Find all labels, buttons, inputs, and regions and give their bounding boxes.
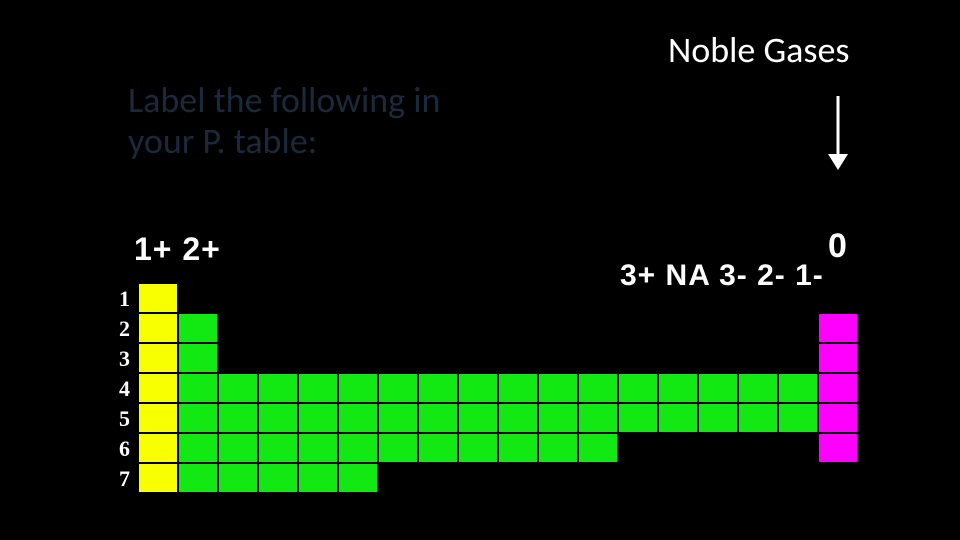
ptable-cell xyxy=(138,373,178,403)
ptable-cell xyxy=(538,373,578,403)
ptable-cell xyxy=(818,403,858,433)
ptable-cell xyxy=(458,433,498,463)
row-number: 2 xyxy=(106,316,130,342)
ptable-cell xyxy=(618,403,658,433)
ptable-cell xyxy=(298,433,338,463)
ptable-cell xyxy=(578,403,618,433)
ptable-cell xyxy=(418,373,458,403)
arrow-head xyxy=(828,154,848,170)
ptable-cell xyxy=(698,373,738,403)
ptable-cell xyxy=(218,433,258,463)
right-charge-labels: 3+ NA 3- 2- 1- xyxy=(620,259,824,293)
ptable-cell xyxy=(818,373,858,403)
ptable-cell xyxy=(578,433,618,463)
ptable-cell xyxy=(138,283,178,313)
ptable-cell xyxy=(378,373,418,403)
ptable-cell xyxy=(458,373,498,403)
ptable-cell xyxy=(378,403,418,433)
ptable-cell xyxy=(458,403,498,433)
ptable-cell xyxy=(818,313,858,343)
ptable-cell xyxy=(178,343,218,373)
ptable-cell xyxy=(258,373,298,403)
ptable-cell xyxy=(498,373,538,403)
ptable-cell xyxy=(498,403,538,433)
left-charge-labels: 1+ 2+ xyxy=(134,231,221,268)
ptable-cell xyxy=(138,313,178,343)
ptable-cell xyxy=(338,373,378,403)
zero-charge-label: 0 xyxy=(828,227,847,266)
row-number: 7 xyxy=(106,466,130,492)
ptable-cell xyxy=(498,433,538,463)
ptable-cell xyxy=(138,403,178,433)
ptable-cell xyxy=(298,373,338,403)
noble-gases-label: Noble Gases xyxy=(668,28,849,72)
row-number: 4 xyxy=(106,376,130,402)
row-number: 6 xyxy=(106,436,130,462)
ptable-cell xyxy=(178,403,218,433)
row-number: 5 xyxy=(106,406,130,432)
ptable-cell xyxy=(338,433,378,463)
ptable-cell xyxy=(258,403,298,433)
ptable-cell xyxy=(618,373,658,403)
ptable-cell xyxy=(658,373,698,403)
ptable-cell xyxy=(818,343,858,373)
ptable-cell xyxy=(378,433,418,463)
stage: { "title_text": "Label the following in … xyxy=(0,0,960,540)
ptable-cell xyxy=(218,403,258,433)
row-number: 1 xyxy=(106,286,130,312)
ptable-cell xyxy=(298,463,338,493)
ptable-cell xyxy=(218,463,258,493)
ptable-cell xyxy=(338,403,378,433)
ptable-cell xyxy=(418,433,458,463)
ptable-cell xyxy=(178,373,218,403)
ptable-cell xyxy=(138,433,178,463)
ptable-cell xyxy=(698,403,738,433)
ptable-cell xyxy=(538,433,578,463)
ptable-cell xyxy=(178,313,218,343)
ptable-cell xyxy=(258,463,298,493)
ptable-cell xyxy=(538,403,578,433)
row-number: 3 xyxy=(106,346,130,372)
ptable-cell xyxy=(138,463,178,493)
instruction-title: Label the following in your P. table: xyxy=(128,80,468,163)
ptable-cell xyxy=(738,373,778,403)
ptable-cell xyxy=(738,403,778,433)
ptable-cell xyxy=(138,343,178,373)
ptable-cell xyxy=(218,373,258,403)
ptable-cell xyxy=(818,433,858,463)
ptable-cell xyxy=(778,403,818,433)
ptable-cell xyxy=(338,463,378,493)
ptable-cell xyxy=(178,433,218,463)
ptable-cell xyxy=(578,373,618,403)
ptable-cell xyxy=(658,403,698,433)
ptable-cell xyxy=(418,403,458,433)
arrow-shaft xyxy=(837,96,840,156)
ptable-cell xyxy=(778,373,818,403)
ptable-cell xyxy=(178,463,218,493)
ptable-cell xyxy=(298,403,338,433)
ptable-cell xyxy=(258,433,298,463)
